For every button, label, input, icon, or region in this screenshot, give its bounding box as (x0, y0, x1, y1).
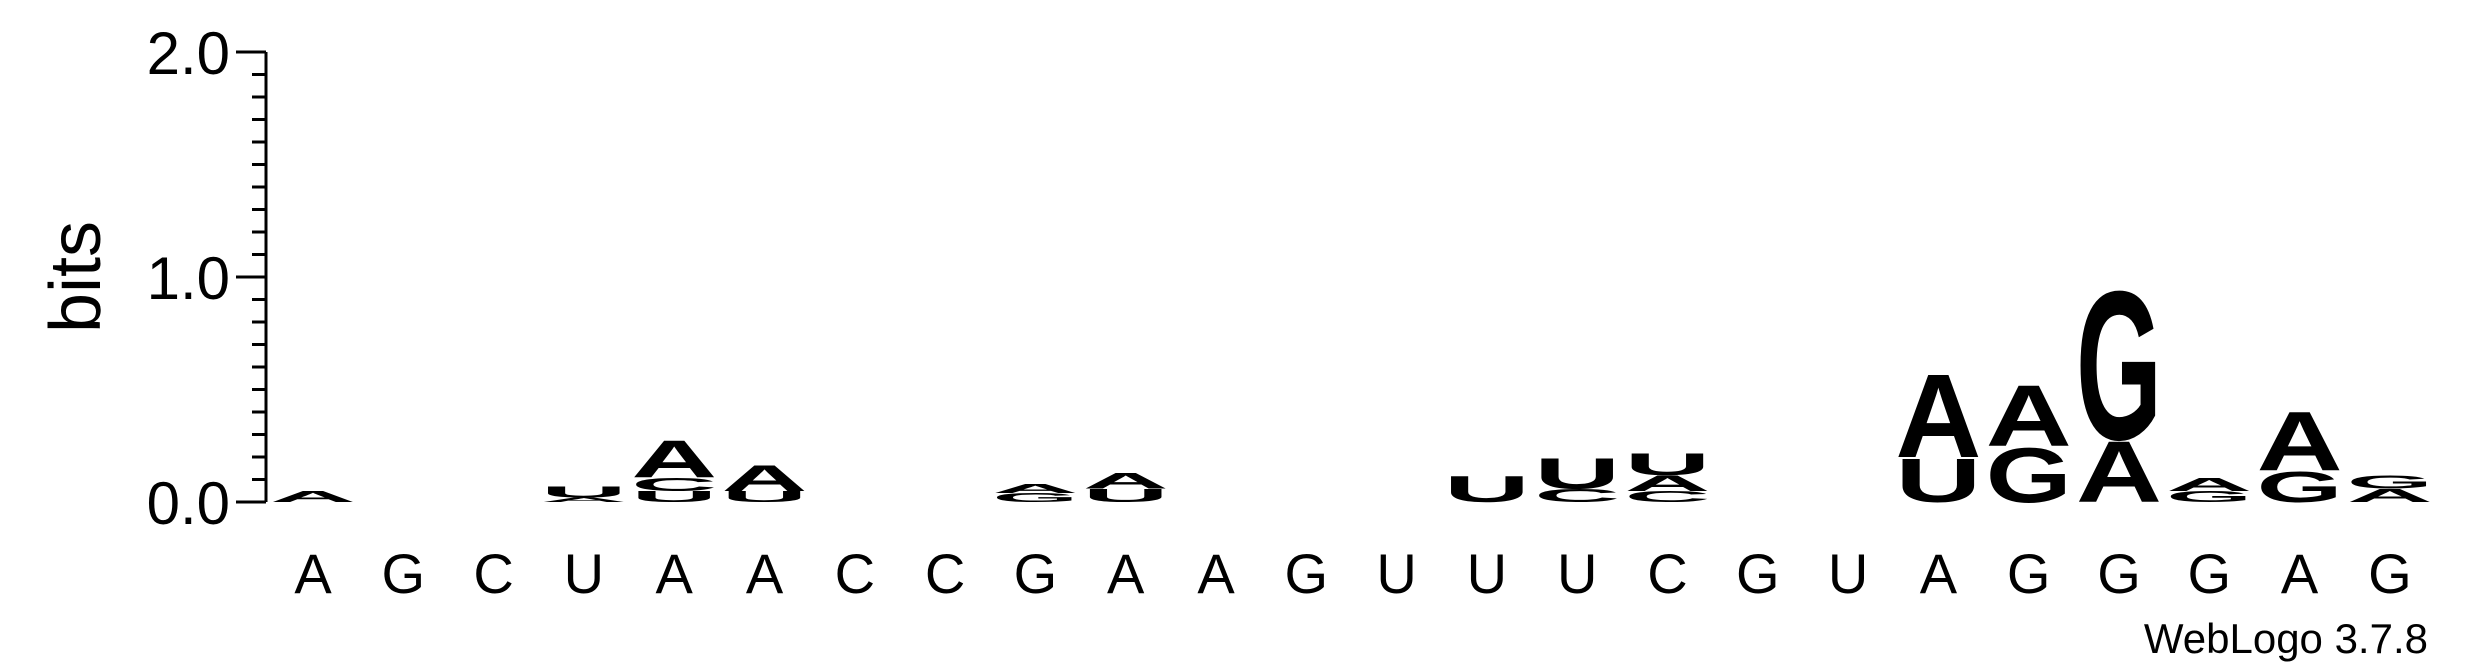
logo-letter-A: A (2166, 474, 2252, 495)
logo-letter-A: A (2257, 394, 2343, 488)
logo-stack: UA (722, 457, 808, 506)
x-tick-label: A (656, 542, 694, 605)
logo-stack: AG (2076, 247, 2162, 521)
logo-stack: GA (1986, 367, 2072, 519)
x-tick-label: U (564, 542, 604, 605)
x-tick-label: A (1107, 542, 1145, 605)
x-tick-label: G (2188, 542, 2232, 605)
x-tick-label: G (382, 542, 426, 605)
logo-stack: CU (1534, 449, 1620, 506)
x-tick-label: G (1285, 542, 1329, 605)
x-tick-label: A (746, 542, 784, 605)
logo-stack: A (270, 488, 356, 505)
logo-stack: UA (1083, 469, 1169, 506)
logo-letter-A: A (1895, 350, 1981, 483)
logo-letter-A: A (541, 496, 627, 503)
x-tick-label: C (925, 542, 965, 605)
logo-letter-A: A (631, 429, 717, 488)
logo-letter-A: A (1986, 367, 2072, 465)
logo-letter-A: A (1625, 471, 1711, 496)
x-tick-label: U (1376, 542, 1416, 605)
y-ticks: 0.0 1.0 2.0 (147, 20, 266, 537)
logo-letter-G: G (1986, 432, 2072, 519)
x-tick-label: C (473, 542, 513, 605)
logo-stack: UA (1895, 350, 1981, 516)
y-tick-label: 0.0 (147, 470, 230, 537)
logo-stack: GA (2166, 474, 2252, 505)
logo-letter-A: A (2347, 485, 2433, 506)
x-tick-label: A (1197, 542, 1235, 605)
x-tick-label: A (2281, 542, 2319, 605)
x-tick-label: U (1467, 542, 1507, 605)
logo-letter-C: C (1625, 488, 1711, 505)
x-tick-label: G (2097, 542, 2141, 605)
logo-letter-A: A (992, 482, 1078, 496)
logo-stack: AG (2347, 471, 2433, 506)
logo-letter-U: U (722, 488, 808, 505)
x-tick-label: G (1736, 542, 1780, 605)
logo-letter-G: G (2257, 462, 2343, 511)
y-tick-label: 1.0 (147, 245, 230, 312)
x-tick-label: U (1557, 542, 1597, 605)
x-tick-label: C (1647, 542, 1687, 605)
weblogo-version-label: WebLogo 3.7.8 (2144, 615, 2428, 662)
logo-letter-G: G (992, 491, 1078, 505)
logo-letter-U: U (1083, 485, 1169, 506)
x-tick-label: U (1828, 542, 1868, 605)
logo-letter-A: A (2076, 423, 2162, 521)
x-tick-label: A (1920, 542, 1958, 605)
logo-letter-G: G (2166, 488, 2252, 505)
y-tick-label: 2.0 (147, 20, 230, 87)
logo-letter-G: G (2076, 247, 2162, 484)
logo-letter-U: U (1534, 449, 1620, 498)
y-axis-label: bits (36, 221, 116, 333)
logo-stack: AU (541, 483, 627, 503)
logo-letter-C: C (631, 474, 717, 495)
logo-letter-U: U (1444, 468, 1530, 510)
x-tick-label: A (294, 542, 332, 605)
logo-stack: U (1444, 468, 1530, 510)
x-tick-label: G (2007, 542, 2051, 605)
x-tick-label: C (835, 542, 875, 605)
logo-stack: GA (992, 482, 1078, 505)
logo-stack: CAU (1625, 447, 1711, 505)
x-tick-label: G (2368, 542, 2412, 605)
logo-stack: GA (2257, 394, 2343, 511)
logo-letter-A: A (722, 457, 808, 499)
logo-letter-A: A (1083, 469, 1169, 494)
logo-letter-A: A (270, 488, 356, 505)
logo-letter-C: C (1534, 485, 1620, 506)
logo-letter-U: U (541, 483, 627, 500)
logo-stack: UCA (631, 429, 717, 505)
logo-letter-U: U (631, 488, 717, 505)
logo-letter-U: U (1625, 447, 1711, 482)
logo-letter-U: U (1895, 446, 1981, 516)
x-tick-label: G (1014, 542, 1058, 605)
logo-letter-G: G (2347, 471, 2433, 492)
